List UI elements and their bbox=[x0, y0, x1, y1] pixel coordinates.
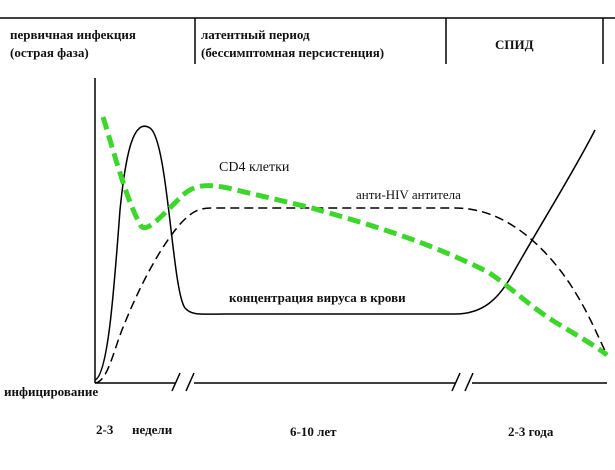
period-label-weeks-unit: недели bbox=[132, 422, 173, 437]
phase-primary-line2: (острая фаза) bbox=[10, 45, 89, 60]
anti-hiv-antibodies-label: анти-HIV антитела bbox=[356, 187, 461, 202]
axis-break-1b bbox=[185, 372, 195, 392]
infection-origin-label: инфицирование bbox=[4, 384, 99, 399]
phase-header-frame bbox=[0, 17, 615, 64]
cd4-cells-curve bbox=[100, 116, 609, 357]
axis-break-2b bbox=[464, 372, 474, 392]
virus-concentration-label: концентрация вируса в крови bbox=[229, 290, 406, 305]
phase-latent-line2: (бессимптомная персистенция) bbox=[201, 45, 385, 60]
period-label-years-latent: 6-10 лет bbox=[290, 424, 337, 439]
axes bbox=[94, 78, 607, 392]
phase-aids-label: СПИД bbox=[495, 37, 534, 52]
virus-concentration-curve bbox=[94, 125, 596, 381]
period-label-weeks-number: 2-3 bbox=[96, 422, 114, 437]
axis-break-1a bbox=[171, 372, 181, 392]
phase-latent-line1: латентный период bbox=[201, 27, 310, 42]
phase-primary-line1: первичная инфекция bbox=[10, 27, 136, 42]
cd4-cells-label: CD4 клетки bbox=[219, 160, 290, 175]
period-label-years-aids: 2-3 года bbox=[508, 424, 554, 439]
axis-break-2a bbox=[451, 372, 461, 392]
